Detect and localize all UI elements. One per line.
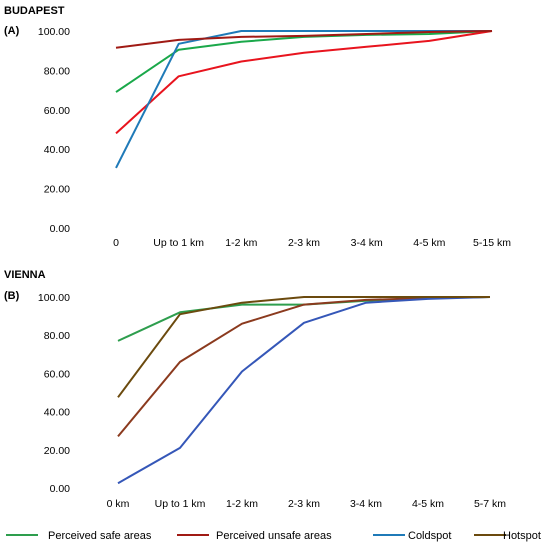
panel-title: BUDAPEST <box>4 5 65 17</box>
series-line-coldspot <box>117 296 491 485</box>
y-tick-label: 40.00 <box>44 407 70 419</box>
y-tick-label: 20.00 <box>44 445 70 457</box>
x-tick-label: 3-4 km <box>351 237 383 249</box>
y-tick-label: 40.00 <box>44 144 70 156</box>
series-line-perceived-unsafe-areas <box>115 30 493 135</box>
legend-label: Perceived safe areas <box>48 530 152 542</box>
legend-label: Coldspot <box>408 530 451 542</box>
legend-label: Hotspot <box>503 530 541 542</box>
legend-label: Perceived unsafe areas <box>216 530 332 542</box>
x-tick-label: 1-2 km <box>225 237 257 249</box>
chart-panel-vienna: VIENNA (B) 0.00 20.00 40.00 60.00 80.00 100.00 0… <box>4 269 506 510</box>
x-tick-label: 0 <box>113 237 119 249</box>
series-line-perceived-unsafe-areas <box>117 296 491 438</box>
panel-label: (B) <box>4 290 20 302</box>
y-tick-label: 60.00 <box>44 368 70 380</box>
series-line-perceived-safe-areas <box>117 296 491 342</box>
x-tick-label: 3-4 km <box>350 498 382 510</box>
x-tick-label: 2-3 km <box>288 498 320 510</box>
x-tick-label: 5-7 km <box>474 498 506 510</box>
y-tick-label: 0.00 <box>50 223 71 235</box>
y-tick-label: 60.00 <box>44 105 70 117</box>
series-line-hotspot <box>117 296 490 398</box>
y-tick-label: 100.00 <box>38 292 70 304</box>
x-tick-label: 4-5 km <box>413 237 445 249</box>
legend: Perceived safe areas Perceived unsafe are… <box>6 530 541 542</box>
x-tick-label: 0 km <box>107 498 130 510</box>
x-tick-label: 5-15 km <box>473 237 511 249</box>
x-tick-label: Up to 1 km <box>153 237 204 249</box>
x-tick-label: 4-5 km <box>412 498 444 510</box>
panel-label: (A) <box>4 25 20 37</box>
series-line-coldspot <box>115 30 492 169</box>
panel-title: VIENNA <box>4 269 46 281</box>
series-line-hotspot <box>115 30 493 49</box>
y-tick-label: 0.00 <box>50 483 71 495</box>
y-tick-label: 80.00 <box>44 330 70 342</box>
x-tick-label: Up to 1 km <box>155 498 206 510</box>
x-tick-label: 2-3 km <box>288 237 320 249</box>
chart-panel-budapest: BUDAPEST (A) 0.00 20.00 40.00 60.00 80.00 100.0… <box>4 5 511 249</box>
y-tick-label: 100.00 <box>38 26 70 38</box>
x-tick-label: 1-2 km <box>226 498 258 510</box>
y-tick-label: 80.00 <box>44 65 70 77</box>
y-tick-label: 20.00 <box>44 184 70 196</box>
